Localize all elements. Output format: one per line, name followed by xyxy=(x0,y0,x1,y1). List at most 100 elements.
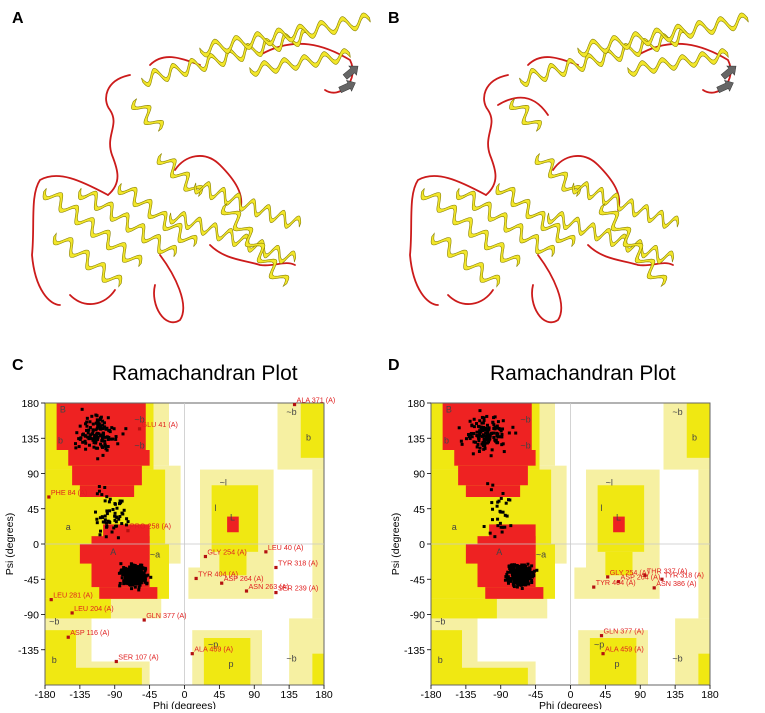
residue-point xyxy=(474,440,478,444)
residue-point xyxy=(506,580,510,584)
residue-point xyxy=(99,424,103,428)
residue-point xyxy=(94,441,98,445)
region-core xyxy=(79,544,96,564)
region-label: B xyxy=(446,404,452,414)
outlier-label: ASP 264 (A) xyxy=(621,573,661,582)
outlier-label: GLN 377 (A) xyxy=(146,611,186,620)
residue-point xyxy=(85,424,89,428)
residue-point xyxy=(503,513,507,517)
residue-point xyxy=(478,419,482,423)
outlier-point xyxy=(137,427,142,431)
residue-point xyxy=(482,447,486,451)
residue-point xyxy=(106,519,110,523)
residue-point xyxy=(105,512,109,516)
residue-point xyxy=(105,426,109,430)
region-label: ~b xyxy=(134,440,144,450)
residue-point xyxy=(526,581,530,585)
residue-point xyxy=(105,525,109,529)
residue-point xyxy=(511,425,515,429)
residue-point xyxy=(484,428,488,432)
residue-point xyxy=(480,415,484,419)
residue-point xyxy=(501,510,505,514)
residue-point xyxy=(84,422,88,426)
residue-point xyxy=(98,516,102,520)
outlier-point xyxy=(244,589,249,593)
helix xyxy=(42,188,143,267)
residue-point xyxy=(509,579,513,583)
residue-point xyxy=(137,566,141,570)
residue-point xyxy=(496,426,500,430)
outlier-label: LEU 204 (A) xyxy=(74,604,114,613)
region-label: l xyxy=(215,503,217,513)
residue-point xyxy=(491,507,495,511)
region-label: B xyxy=(60,404,66,414)
plot-title-c: Ramachandran Plot xyxy=(112,362,298,385)
residue-point xyxy=(140,566,144,570)
coil-loop xyxy=(637,42,732,94)
residue-point xyxy=(469,431,473,435)
residue-point xyxy=(110,426,114,430)
region-core xyxy=(68,450,150,466)
residue-point xyxy=(487,426,491,430)
residue-point xyxy=(530,581,534,585)
residue-point xyxy=(124,579,128,583)
helix xyxy=(509,98,542,132)
region-label: ~a xyxy=(536,549,546,559)
residue-point xyxy=(130,579,134,583)
residue-point xyxy=(510,565,514,569)
y-tick-label: 0 xyxy=(419,539,425,551)
residue-point xyxy=(118,515,122,519)
residue-point xyxy=(85,428,89,432)
residue-point xyxy=(489,454,493,458)
y-tick-label: 90 xyxy=(27,469,39,481)
residue-point xyxy=(498,521,502,525)
outlier-point xyxy=(49,598,53,602)
y-axis-label: Psi (degrees) xyxy=(390,513,402,575)
outlier-point xyxy=(190,652,194,656)
residue-point xyxy=(119,562,123,566)
residue-point xyxy=(87,443,91,447)
residue-point xyxy=(506,570,510,574)
residue-point xyxy=(114,520,118,524)
outlier-label: ASN 386 (A) xyxy=(656,579,696,588)
residue-point xyxy=(483,442,487,446)
residue-point xyxy=(107,435,111,439)
x-tick-label: 45 xyxy=(600,689,612,701)
residue-point xyxy=(492,435,496,439)
residue-point xyxy=(480,427,484,431)
coil-loop xyxy=(483,74,509,196)
x-tick-label: -135 xyxy=(69,689,90,701)
residue-point xyxy=(96,437,100,441)
residue-point xyxy=(526,567,530,571)
residue-point xyxy=(491,420,495,424)
residue-point xyxy=(482,525,486,529)
residue-point xyxy=(511,563,515,567)
residue-point xyxy=(472,417,476,421)
residue-point xyxy=(528,567,532,571)
residue-point xyxy=(513,563,517,567)
residue-point xyxy=(468,419,472,423)
outlier-label: ALA 371 (A) xyxy=(297,396,336,405)
residue-point xyxy=(503,525,507,529)
residue-point xyxy=(83,434,87,438)
residue-point xyxy=(532,573,536,577)
residue-point xyxy=(527,574,531,578)
residue-point xyxy=(101,427,105,431)
y-tick-label: 0 xyxy=(33,539,39,551)
region-allowed xyxy=(589,638,637,685)
outlier-label: LEU 281 (A) xyxy=(53,591,93,600)
region-allowed xyxy=(698,653,710,685)
outlier-point xyxy=(194,576,198,581)
residue-point xyxy=(90,432,94,436)
residue-point xyxy=(142,577,146,581)
residue-point xyxy=(95,436,99,440)
residue-point xyxy=(91,422,95,426)
residue-point xyxy=(140,572,144,576)
residue-point xyxy=(483,426,487,430)
residue-point xyxy=(95,418,99,422)
residue-point xyxy=(108,509,112,513)
residue-point xyxy=(131,583,135,587)
residue-point xyxy=(85,416,89,420)
residue-point xyxy=(493,535,497,539)
coil-loop xyxy=(409,175,487,306)
